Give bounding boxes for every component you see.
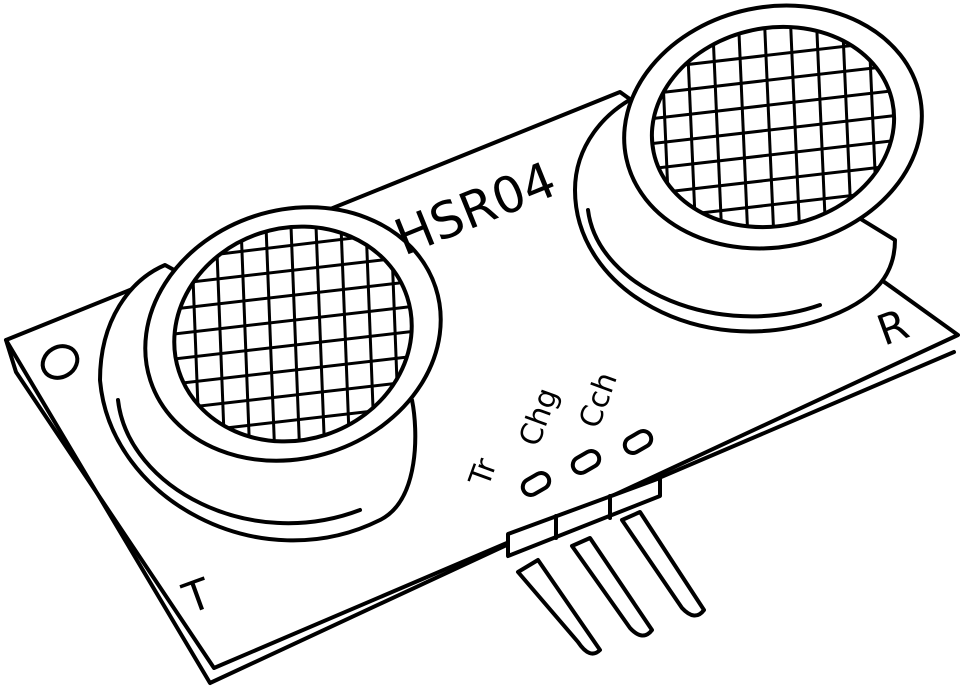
mounting-hole [40,344,80,380]
solder-pad [570,449,602,475]
header-pin [570,536,654,638]
header-pins [506,476,706,656]
header-pin [516,558,602,656]
receiver-can [573,3,924,334]
header-pin [620,510,706,618]
transmitter-can [98,199,443,543]
solder-pad [622,429,654,455]
solder-pad [520,471,552,497]
solder-pads [520,429,654,497]
